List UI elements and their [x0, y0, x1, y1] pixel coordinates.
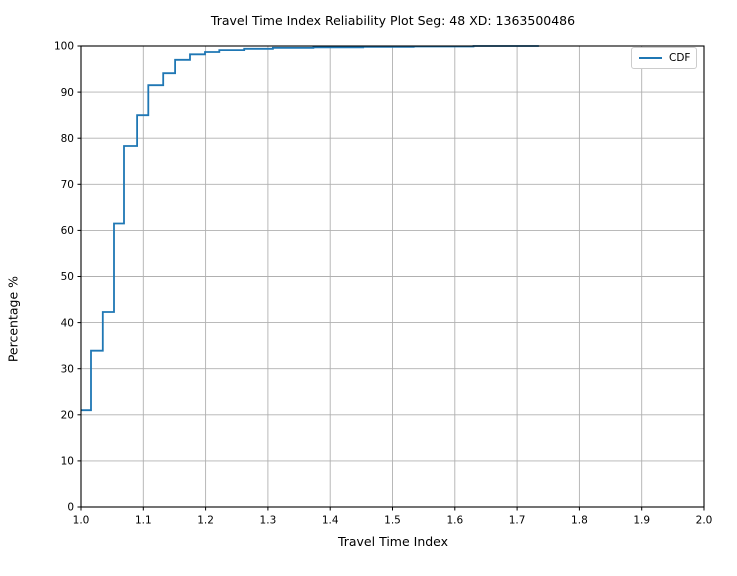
x-tick-label: 1.6 — [446, 515, 463, 527]
y-tick-label: 90 — [61, 87, 74, 99]
y-tick-label: 70 — [61, 179, 74, 191]
y-tick-label: 100 — [54, 41, 74, 53]
y-axis-label-text: Percentage % — [5, 275, 20, 363]
legend-label-cdf: CDF — [669, 52, 691, 64]
cdf-line — [81, 45, 539, 412]
x-tick-label: 1.4 — [322, 515, 339, 527]
chart-title: Travel Time Index Reliability Plot Seg: … — [210, 13, 576, 28]
x-tick-label: 1.3 — [260, 515, 277, 527]
x-tick-label: 1.8 — [571, 515, 588, 527]
x-tick-label: 1.0 — [73, 515, 90, 527]
cdf-line-swatch — [639, 57, 662, 59]
x-tick-label: 1.1 — [135, 515, 152, 527]
x-tick-label: 1.7 — [509, 515, 526, 527]
y-tick-label: 50 — [61, 271, 74, 283]
x-tick-label: 1.5 — [384, 515, 401, 527]
y-tick-label: 20 — [61, 410, 74, 422]
y-tick-label: 30 — [61, 363, 74, 375]
x-tick-label: 2.0 — [696, 515, 713, 527]
y-tick-label: 40 — [61, 317, 74, 329]
x-tick-label: 1.2 — [197, 515, 214, 527]
y-tick-label: 10 — [61, 456, 74, 468]
y-tick-label: 60 — [61, 225, 74, 237]
y-tick-label: 80 — [61, 133, 74, 145]
x-axis-label: Travel Time Index — [337, 534, 449, 549]
legend: CDF — [631, 47, 697, 69]
x-tick-label: 1.9 — [633, 515, 650, 527]
y-tick-label: 0 — [67, 502, 74, 514]
